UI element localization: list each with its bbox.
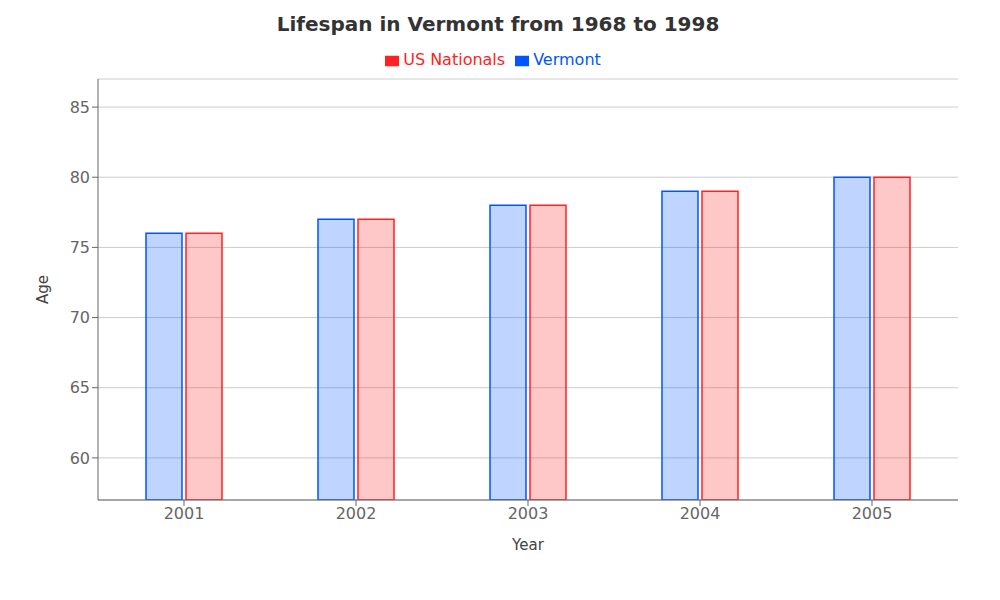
svg-text:2004: 2004 <box>680 504 721 523</box>
svg-text:2002: 2002 <box>336 504 377 523</box>
svg-text:80: 80 <box>70 168 90 187</box>
svg-text:2003: 2003 <box>508 504 549 523</box>
html-text:Vermont: Vermont <box>533 50 601 69</box>
svg-text:60: 60 <box>70 449 90 468</box>
html-text:US Nationals: US Nationals <box>403 50 506 69</box>
svg-text:75: 75 <box>70 238 90 257</box>
svg-text:2001: 2001 <box>164 504 205 523</box>
html-text:Lifespan in Vermont from 1968: Lifespan in Vermont from 1968 to 1998 <box>276 12 720 36</box>
svg-text:Year: Year <box>511 536 545 554</box>
svg-text:70: 70 <box>70 308 90 327</box>
svg-text:85: 85 <box>70 98 90 117</box>
svg-text:65: 65 <box>70 378 90 397</box>
svg-text:Age: Age <box>34 275 52 304</box>
svg-text:2005: 2005 <box>852 504 893 523</box>
